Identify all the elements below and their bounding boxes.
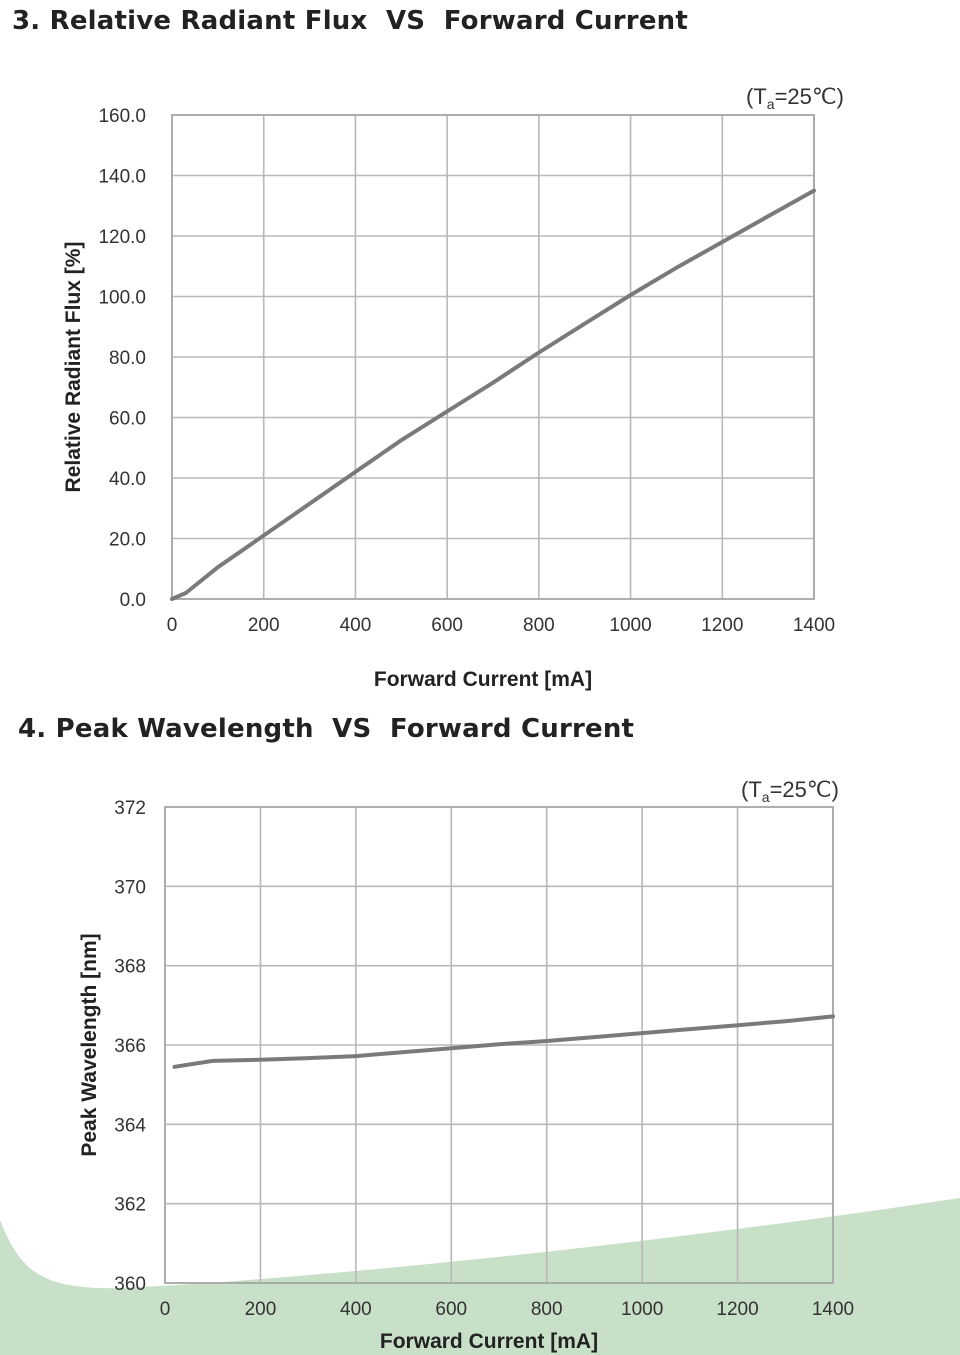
chart-1-heading: 3. Relative Radiant Flux VS Forward Curr… bbox=[12, 6, 688, 36]
y-tick-label: 370 bbox=[114, 877, 146, 898]
x-tick-label: 400 bbox=[340, 615, 372, 636]
x-tick-label: 1000 bbox=[609, 615, 651, 636]
peak-wavelength-chart: 360 362 364 366 368 370 372 0 200 400 600 800 1000 12… bbox=[78, 777, 854, 1353]
x-tick-label: 600 bbox=[431, 615, 463, 636]
x-tick-label: 0 bbox=[160, 1299, 171, 1320]
radiant-flux-chart: 0.0 20.0 40.0 60.0 80.0 100.0 120.0 140.0 160.0 0… bbox=[62, 84, 844, 691]
x-tick-label: 200 bbox=[245, 1299, 277, 1320]
x-tick-label: 800 bbox=[531, 1299, 563, 1320]
condition-suffix: =25℃) bbox=[775, 84, 844, 109]
x-tick-label: 1200 bbox=[701, 615, 743, 636]
y-tick-label: 20.0 bbox=[109, 530, 146, 551]
condition-subscript: a bbox=[767, 96, 775, 112]
series-line bbox=[170, 188, 816, 601]
temperature-condition: (Ta=25℃) bbox=[741, 777, 839, 805]
chart-2-heading: 4. Peak Wavelength VS Forward Current bbox=[18, 714, 635, 744]
plot-frame bbox=[164, 806, 834, 1284]
series-line bbox=[172, 1014, 835, 1069]
y-tick-label: 364 bbox=[114, 1115, 146, 1136]
plot-frame bbox=[171, 114, 815, 600]
y-tick-label: 120.0 bbox=[98, 227, 146, 248]
condition-suffix: =25℃) bbox=[770, 777, 839, 802]
condition-subscript: a bbox=[762, 789, 770, 805]
y-axis-label: Peak Wavelength [nm] bbox=[78, 933, 101, 1156]
x-tick-label: 600 bbox=[435, 1299, 467, 1320]
condition-prefix: (T bbox=[746, 84, 767, 109]
y-tick-label: 40.0 bbox=[109, 469, 146, 490]
y-tick-label: 366 bbox=[114, 1036, 146, 1057]
x-tick-label: 1400 bbox=[812, 1299, 854, 1320]
y-tick-label: 160.0 bbox=[98, 106, 146, 127]
x-tick-label: 1000 bbox=[621, 1299, 663, 1320]
x-tick-label: 1400 bbox=[793, 615, 835, 636]
gridlines bbox=[171, 114, 815, 600]
y-tick-label: 100.0 bbox=[98, 288, 146, 309]
y-axis-label: Relative Radiant Flux [%] bbox=[62, 242, 85, 493]
y-tick-label: 80.0 bbox=[109, 348, 146, 369]
x-tick-label: 400 bbox=[340, 1299, 372, 1320]
condition-prefix: (T bbox=[741, 777, 762, 802]
x-tick-label: 800 bbox=[523, 615, 555, 636]
y-tick-label: 60.0 bbox=[109, 409, 146, 430]
temperature-condition: (Ta=25℃) bbox=[746, 84, 844, 112]
x-axis-label: Forward Current [mA] bbox=[380, 1330, 598, 1353]
y-tick-label: 372 bbox=[114, 798, 146, 819]
x-axis-label: Forward Current [mA] bbox=[374, 668, 592, 691]
y-tick-label: 0.0 bbox=[120, 590, 146, 611]
background-wave bbox=[0, 1198, 960, 1355]
y-tick-label: 140.0 bbox=[98, 167, 146, 188]
y-tick-label: 362 bbox=[114, 1195, 146, 1216]
x-tick-label: 1200 bbox=[716, 1299, 758, 1320]
y-tick-label: 360 bbox=[114, 1274, 146, 1295]
y-tick-label: 368 bbox=[114, 957, 146, 978]
x-tick-label: 0 bbox=[167, 615, 178, 636]
x-tick-label: 200 bbox=[248, 615, 280, 636]
